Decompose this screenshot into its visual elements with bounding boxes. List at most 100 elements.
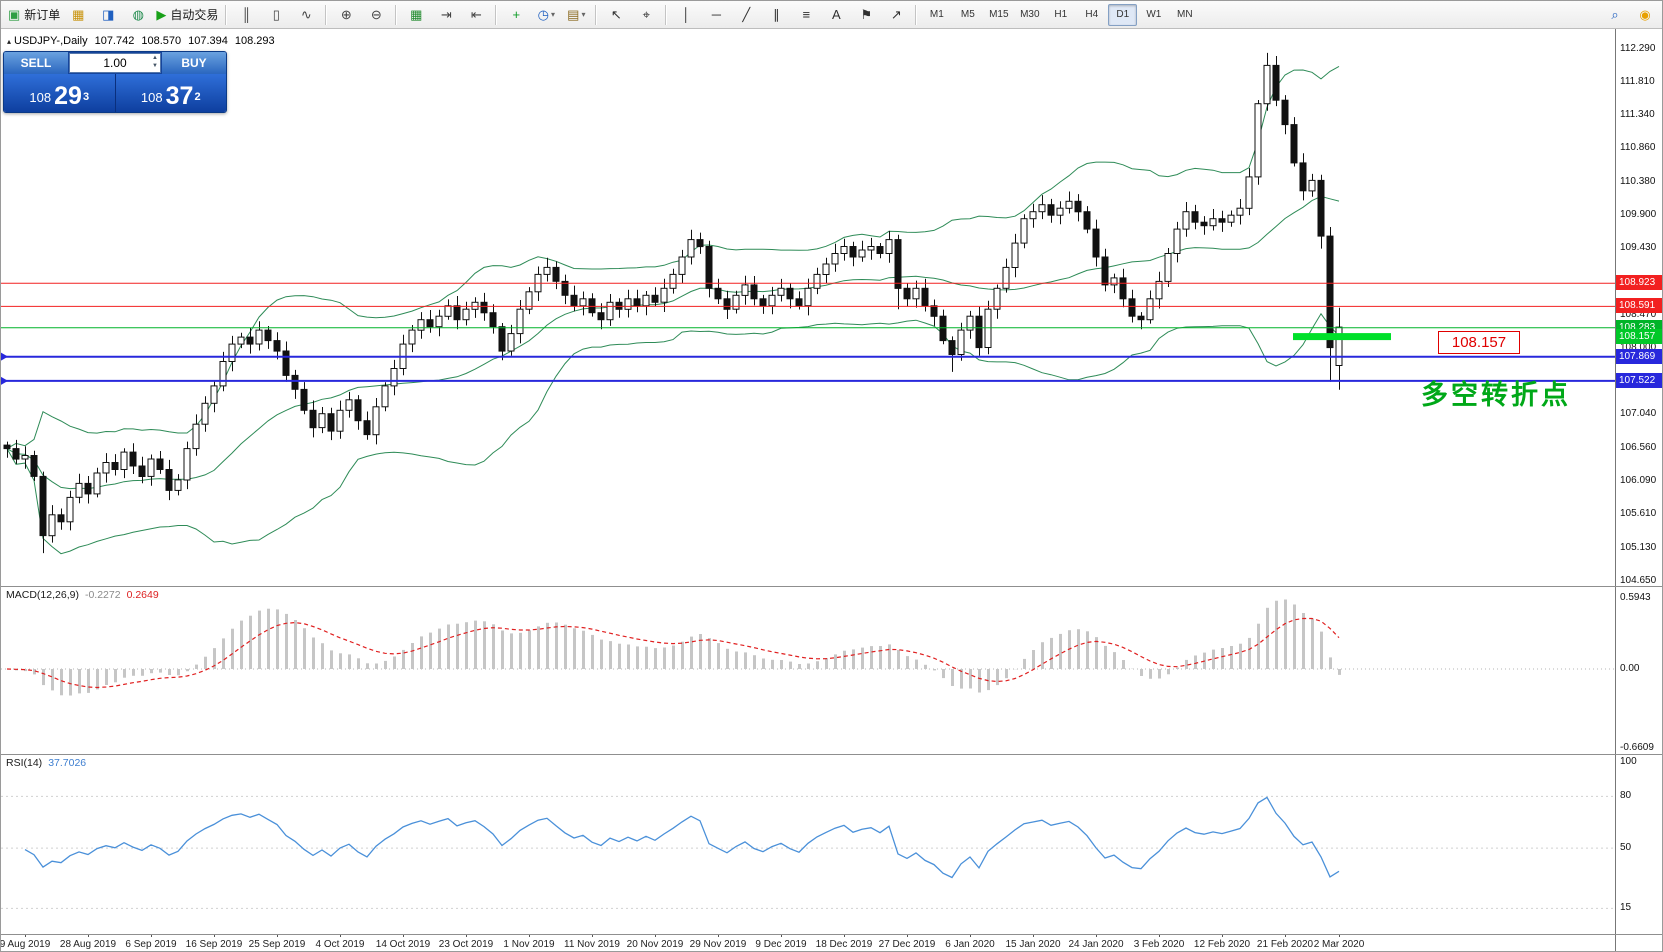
macd-label: MACD(12,26,9) -0.2272 0.2649 <box>6 589 159 601</box>
price-tick: 109.900 <box>1620 209 1657 221</box>
zoom-in-icon[interactable]: ⊕ <box>340 7 352 22</box>
date-tick-mark <box>214 934 215 937</box>
timeframe-mn[interactable]: MN <box>1177 9 1193 20</box>
date-tick-label: 2 Mar 2020 <box>1313 939 1365 950</box>
date-axis[interactable]: 9 Aug 2019 28 Aug 2019 6 Sep 2019 16 Sep 20… <box>1 934 1615 951</box>
buy-button[interactable]: BUY <box>162 52 226 74</box>
timeframe-m5[interactable]: M5 <box>960 9 975 20</box>
rsi-tick: 50 <box>1620 842 1632 854</box>
date-tick-label: 29 Nov 2019 <box>689 939 747 950</box>
trendline-icon[interactable]: ╱ <box>742 7 751 22</box>
channel-icon[interactable]: ∥ <box>773 7 780 22</box>
fibonacci-icon[interactable]: ≡ <box>802 7 811 22</box>
date-tick-label: 20 Nov 2019 <box>626 939 684 950</box>
toolbar-separator <box>665 4 668 25</box>
price-tick: 108.000 <box>1620 341 1657 353</box>
buy-price[interactable]: 108 37 2 <box>140 82 201 110</box>
text-icon[interactable]: A <box>831 7 841 22</box>
toolbar-separator <box>225 4 228 25</box>
date-tick-mark <box>970 934 971 937</box>
sell-button[interactable]: SELL <box>4 52 68 74</box>
chart-info-line: ▴ USDJPY-,Daily 107.742 108.570 107.394 108.2… <box>7 35 282 47</box>
trend-segment-object[interactable] <box>1293 333 1391 341</box>
chart-shift-icon[interactable]: ⇤ <box>470 7 482 22</box>
label-icon[interactable]: ⚑ <box>860 7 873 22</box>
new-order-button[interactable]: ▣ 新订单 <box>8 7 61 22</box>
timeframe-h4[interactable]: H4 <box>1085 9 1099 20</box>
auto-scroll-icon[interactable]: ⇥ <box>440 7 452 22</box>
spin-down-icon[interactable]: ▼ <box>152 62 158 69</box>
price-tick: 111.810 <box>1620 76 1655 88</box>
date-tick-mark <box>781 934 782 937</box>
date-tick-mark <box>1222 934 1223 937</box>
price-axis[interactable]: 112.290 111.810 111.340 110.860 110.380 109.9… <box>1615 29 1662 951</box>
date-tick-label: 3 Feb 2020 <box>1133 939 1185 950</box>
price-tick: 109.430 <box>1620 241 1657 253</box>
date-tick-label: 6 Sep 2019 <box>125 939 177 950</box>
bar-chart-icon[interactable]: ║ <box>241 7 251 22</box>
crosshair-icon[interactable]: ⌖ <box>642 7 650 22</box>
annotation-text-object[interactable]: 多空转折点 <box>1421 380 1571 410</box>
rsi-canvas[interactable] <box>1 754 1615 934</box>
main-toolbar: ▣ 新订单 ▦ ◨ ◍ ▶ 自动交易 ║ ▯ ∿ ⊕ ⊖ ▦ ⇥ ⇤ + ◷ ▾ ▤ ▾ ↖ ⌖ │ ─ ╱ ∥ ≡ A ⚑ ↗ M1 M5 M… <box>1 1 1662 29</box>
macd-canvas[interactable] <box>1 586 1615 754</box>
sell-price[interactable]: 108 29 3 <box>29 82 90 110</box>
pane-separator[interactable] <box>1 586 1662 587</box>
line-chart-icon[interactable]: ∿ <box>300 7 312 22</box>
spin-up-icon[interactable]: ▲ <box>152 55 158 61</box>
ohlc-high: 108.570 <box>141 35 182 47</box>
price-line-objects[interactable] <box>1 282 1615 385</box>
vertical-line-icon[interactable]: │ <box>682 7 691 22</box>
volume-value[interactable]: 1.00 <box>103 56 127 70</box>
pane-separator[interactable] <box>1 754 1662 755</box>
date-tick-mark <box>907 934 908 937</box>
templates-icon[interactable]: ▤ ▾ <box>567 7 586 22</box>
price-tick: 112.290 <box>1620 42 1656 54</box>
profile-icon[interactable]: ◨ <box>102 7 115 22</box>
price-line-label[interactable]: 108.157 <box>1616 328 1662 344</box>
rsi-tick: 15 <box>1620 902 1632 914</box>
macd-tick: 0.00 <box>1620 663 1640 674</box>
tile-windows-icon[interactable]: ▦ <box>410 7 423 22</box>
timeframe-d1[interactable]: D1 <box>1108 3 1138 26</box>
date-tick-mark <box>844 934 845 937</box>
market-watch-icon[interactable]: ◍ <box>132 7 144 22</box>
date-tick-label: 28 Aug 2019 <box>59 939 117 950</box>
horizontal-line-icon[interactable]: ─ <box>711 7 721 22</box>
chart-window[interactable]: ▴ USDJPY-,Daily 107.742 108.570 107.394 108.2… <box>1 29 1662 951</box>
date-tick-mark <box>88 934 89 937</box>
arrows-icon[interactable]: ↗ <box>890 7 902 22</box>
main-chart-canvas[interactable] <box>1 29 1615 586</box>
cursor-icon[interactable]: ↖ <box>610 7 622 22</box>
timeframe-w1[interactable]: W1 <box>1146 9 1162 20</box>
autotrade-button[interactable]: ▶ 自动交易 <box>156 7 219 22</box>
timeframe-m30[interactable]: M30 <box>1020 9 1040 20</box>
toolbar-separator <box>915 4 918 25</box>
date-tick-label: 14 Oct 2019 <box>375 939 431 950</box>
volume-field[interactable]: 1.00 ▲ ▼ <box>69 53 161 73</box>
date-tick-label: 23 Oct 2019 <box>438 939 494 950</box>
rsi-label: RSI(14) 37.7026 <box>6 757 87 769</box>
add-indicator-icon[interactable]: + <box>512 7 521 22</box>
candlestick-chart-icon[interactable]: ▯ <box>272 7 280 22</box>
volume-spinner[interactable]: ▲ ▼ <box>152 55 158 71</box>
price-line-label[interactable]: 108.591 <box>1616 298 1662 314</box>
charts-list-icon[interactable]: ▦ <box>72 7 85 22</box>
timeframe-m15[interactable]: M15 <box>989 9 1009 20</box>
price-line-label[interactable]: 107.869 <box>1616 348 1662 364</box>
toolbar-separator <box>595 4 598 25</box>
timeframe-m1[interactable]: M1 <box>929 9 944 20</box>
price-tick: 107.040 <box>1620 408 1657 420</box>
timeframe-h1[interactable]: H1 <box>1054 9 1068 20</box>
community-icon[interactable]: ◉ <box>1639 7 1651 22</box>
price-tag-object[interactable]: 108.157 <box>1438 330 1520 354</box>
price-divider <box>114 74 116 112</box>
search-icon[interactable]: ⌕ <box>1611 7 1619 22</box>
date-tick-mark <box>592 934 593 937</box>
date-tick-mark <box>655 934 656 937</box>
price-line-label[interactable]: 108.923 <box>1616 275 1662 291</box>
zoom-out-icon[interactable]: ⊖ <box>370 7 382 22</box>
price-line-label[interactable]: 107.522 <box>1616 372 1662 388</box>
periods-icon[interactable]: ◷ ▾ <box>537 7 555 22</box>
date-tick-mark <box>25 934 26 937</box>
